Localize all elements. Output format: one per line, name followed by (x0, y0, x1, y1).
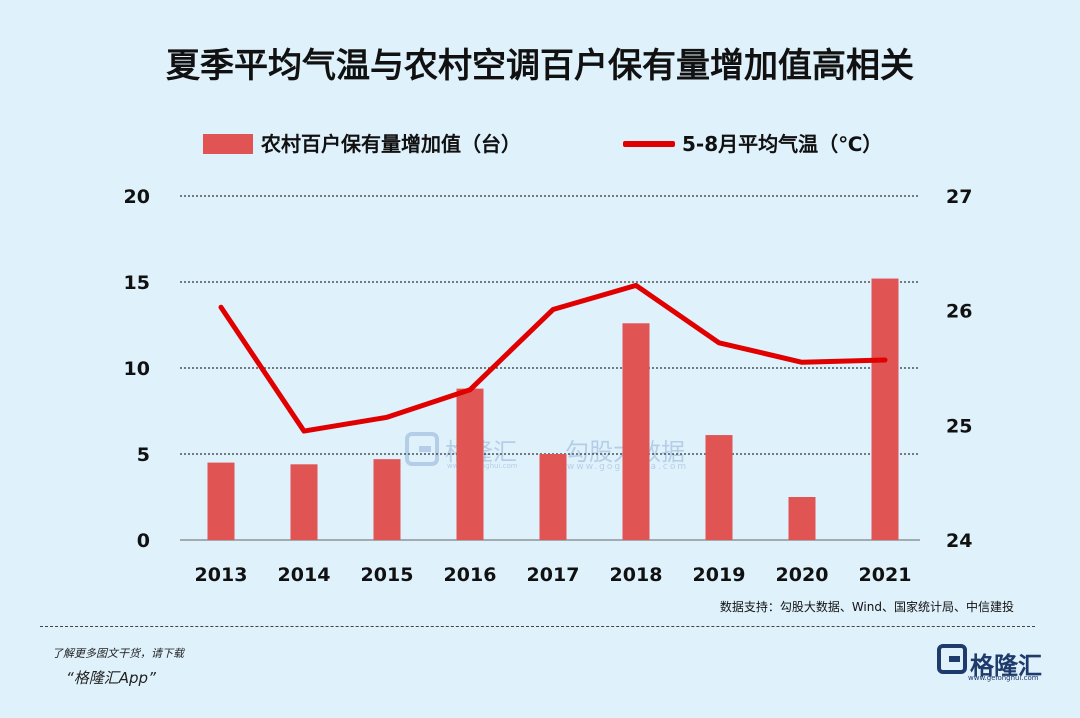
footer-note: 了解更多图文干货，请下载 (52, 647, 184, 660)
x-tick-label: 2021 (859, 564, 912, 586)
source-note: 数据支持：勾股大数据、Wind、国家统计局、中信建投 (719, 600, 1014, 614)
bar (456, 388, 484, 540)
x-tick-label: 2014 (278, 564, 331, 586)
bar (290, 464, 318, 540)
bar (622, 323, 650, 540)
x-tick-label: 2018 (610, 564, 663, 586)
y-right-tick-label: 25 (946, 415, 972, 437)
bar (373, 459, 401, 540)
y-right-tick-label: 26 (946, 301, 972, 323)
series-line (218, 282, 888, 434)
chart-title: 夏季平均气温与农村空调百户保有量增加值高相关 (166, 46, 914, 86)
x-tick-label: 2020 (776, 564, 829, 586)
bar (207, 462, 235, 540)
legend-line-swatch (623, 141, 675, 147)
bar (788, 497, 816, 540)
bar (871, 278, 899, 540)
watermark-logo-icon (405, 432, 439, 466)
bar (539, 454, 567, 540)
x-tick-label: 2019 (693, 564, 746, 586)
y-left-tick-label: 15 (124, 272, 150, 294)
brand-logo-url: www.gelonghui.com (968, 674, 1039, 682)
legend-line-label: 5-8月平均气温（℃） (682, 132, 883, 156)
bar (705, 435, 733, 540)
y-left-tick-label: 20 (124, 186, 150, 208)
y-left-tick-label: 5 (137, 444, 150, 466)
y-left-tick-label: 10 (124, 358, 150, 380)
y-right-tick-label: 24 (946, 530, 972, 552)
brand-logo-icon (937, 644, 967, 674)
legend-bar-label: 农村百户保有量增加值（台） (261, 132, 521, 156)
y-right-tick-label: 27 (946, 186, 972, 208)
x-tick-label: 2013 (195, 564, 248, 586)
y-left-tick-label: 0 (137, 530, 150, 552)
x-tick-label: 2017 (527, 564, 580, 586)
brand-logo-text: 格隆汇 (970, 652, 1042, 680)
footer-divider (40, 626, 1035, 627)
legend: 农村百户保有量增加值（台） 5-8月平均气温（℃） (0, 128, 1080, 158)
x-tick-label: 2015 (361, 564, 414, 586)
legend-bar-swatch (203, 134, 253, 154)
footer-app-name: “格隆汇App” (66, 669, 156, 687)
x-tick-label: 2016 (444, 564, 497, 586)
